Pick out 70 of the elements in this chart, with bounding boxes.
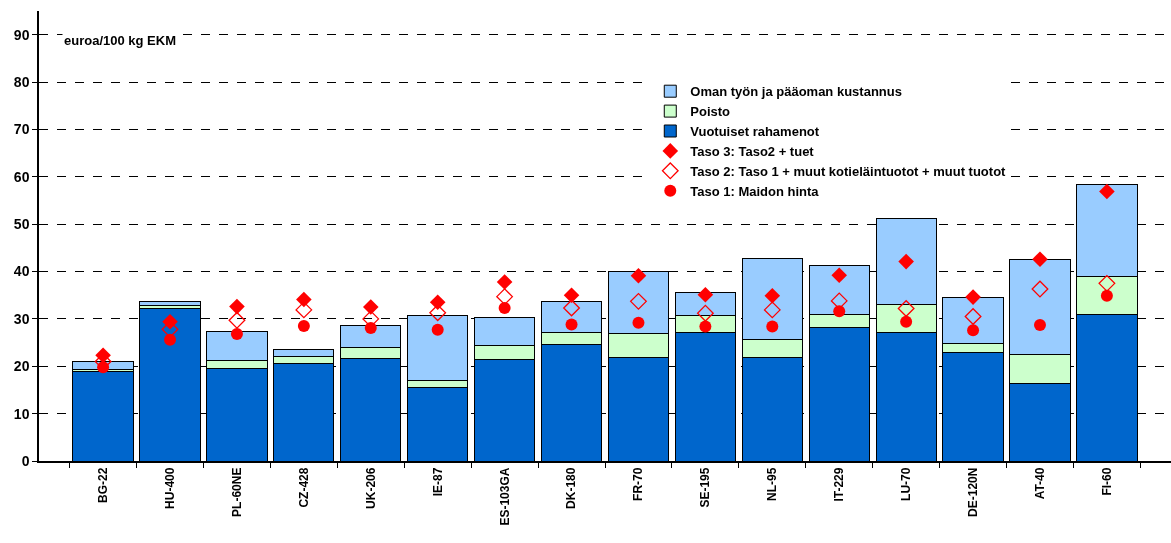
point (831, 267, 848, 284)
point (1033, 319, 1046, 332)
point (1100, 289, 1113, 302)
legend-label: Oman työn ja pääoman kustannus (690, 84, 902, 100)
point (362, 299, 379, 315)
y-tick-label: 60 (13, 168, 30, 185)
point (297, 320, 310, 332)
x-tick-label: UK-206 (363, 467, 378, 509)
point (696, 304, 714, 322)
y-axis-title: euroa/100 kg EKM (64, 33, 176, 48)
point (763, 301, 781, 319)
x-tick-label: IE-87 (430, 467, 445, 497)
point (900, 315, 913, 328)
point (429, 294, 446, 311)
point (1098, 274, 1116, 292)
point (228, 311, 246, 329)
y-tick-label: 50 (13, 216, 30, 233)
x-tick-label: ES-103GA (497, 467, 512, 526)
x-tick-label: FR-70 (631, 467, 646, 501)
point (632, 316, 645, 329)
x-tick-label: LU-70 (899, 467, 914, 501)
x-tick-label: PL-60NE (229, 467, 244, 517)
point (565, 318, 578, 331)
point (230, 328, 243, 341)
point (1099, 183, 1115, 200)
point (563, 287, 580, 304)
point (97, 361, 110, 374)
point (164, 333, 177, 346)
y-tick-label: 30 (13, 310, 30, 327)
point (897, 300, 915, 317)
legend-label: Taso 2: Taso 1 + muut kotieläintuotot + muut tuotot (690, 163, 1007, 179)
point (1031, 280, 1049, 298)
y-tick-label: 10 (13, 405, 30, 422)
point (296, 291, 312, 308)
x-tick-label: HU-400 (162, 467, 177, 509)
y-tick-label: 40 (13, 263, 30, 280)
y-tick-label: 0 (21, 452, 30, 469)
point (697, 286, 714, 303)
x-tick-label: DE-120N (965, 467, 980, 517)
x-tick-label: SE-195 (698, 467, 713, 508)
x-tick-label: IT-229 (832, 467, 847, 502)
point (764, 287, 781, 304)
x-tick-label: CZ-428 (296, 467, 311, 508)
x-tick-label: AT-40 (1032, 467, 1047, 500)
point (431, 323, 444, 336)
x-tick-label: NL-95 (765, 467, 780, 501)
point (766, 320, 779, 333)
point (833, 305, 846, 318)
legend-label: Taso 3: Taso2 + tuet (690, 143, 815, 159)
bar (139, 300, 201, 306)
y-tick-label: 20 (13, 358, 30, 375)
y-tick-label: 90 (13, 26, 30, 43)
point (965, 289, 981, 305)
point (364, 321, 377, 334)
point (967, 324, 980, 337)
y-tick-label: 80 (13, 73, 30, 90)
y-tick-label: 70 (13, 121, 30, 138)
x-tick-label: FI-60 (1099, 467, 1114, 496)
point (498, 302, 511, 314)
legend-label: Taso 1: Maidon hinta (690, 183, 820, 199)
legend-label: Vuotuiset rahamenot (690, 124, 820, 140)
point (630, 267, 647, 284)
x-tick-label: BG-22 (96, 467, 110, 503)
point (699, 320, 712, 333)
point (229, 298, 245, 315)
legend-label: Poisto (690, 104, 731, 120)
x-tick-label: DK-180 (564, 467, 579, 509)
point (496, 274, 513, 290)
point (1032, 251, 1048, 268)
point (898, 253, 914, 270)
